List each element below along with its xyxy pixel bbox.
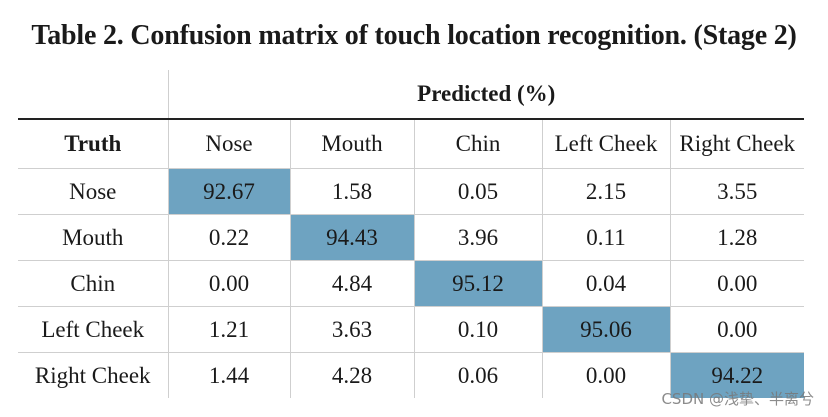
cell: 0.05: [413, 168, 543, 215]
cell: 0.00: [541, 352, 671, 398]
empty-corner-cell: [18, 70, 169, 120]
cell: 3.96: [413, 214, 543, 261]
cell: 3.55: [669, 168, 804, 215]
cell-diagonal: 95.12: [413, 260, 543, 307]
truth-header: Truth: [18, 118, 169, 169]
confusion-matrix-table: Predicted (%) Truth Nose Mouth Chin Left…: [18, 70, 804, 398]
cell: 0.00: [167, 260, 291, 307]
row-label: Mouth: [18, 214, 169, 261]
table-row: Chin 0.00 4.84 95.12 0.04 0.00: [18, 260, 804, 307]
cell: 3.63: [289, 306, 415, 353]
cell: 2.15: [541, 168, 671, 215]
row-label: Left Cheek: [18, 306, 169, 353]
row-label: Right Cheek: [18, 352, 169, 398]
cell-diagonal: 95.06: [541, 306, 671, 353]
table-row: Left Cheek 1.21 3.63 0.10 95.06 0.00: [18, 306, 804, 353]
table-row: Mouth 0.22 94.43 3.96 0.11 1.28: [18, 214, 804, 261]
cell-diagonal: 94.43: [289, 214, 415, 261]
column-header-right-cheek: Right Cheek: [669, 118, 804, 169]
cell-diagonal: 92.67: [167, 168, 291, 215]
column-header-row: Truth Nose Mouth Chin Left Cheek Right C…: [18, 118, 804, 169]
table-row: Right Cheek 1.44 4.28 0.06 0.00 94.22: [18, 352, 804, 398]
predicted-header: Predicted (%): [167, 70, 804, 120]
cell: 0.11: [541, 214, 671, 261]
column-header-chin: Chin: [413, 118, 543, 169]
cell: 0.06: [413, 352, 543, 398]
column-header-mouth: Mouth: [289, 118, 415, 169]
cell: 1.58: [289, 168, 415, 215]
table-caption: Table 2. Confusion matrix of touch locat…: [31, 20, 797, 51]
cell: 0.10: [413, 306, 543, 353]
column-header-nose: Nose: [167, 118, 291, 169]
table-row: Nose 92.67 1.58 0.05 2.15 3.55: [18, 168, 804, 215]
cell: 1.28: [669, 214, 804, 261]
row-label: Chin: [18, 260, 169, 307]
cell: 4.28: [289, 352, 415, 398]
cell: 0.00: [669, 306, 804, 353]
cell: 0.22: [167, 214, 291, 261]
cell: 0.00: [669, 260, 804, 307]
row-label: Nose: [18, 168, 169, 215]
cell: 1.44: [167, 352, 291, 398]
cell: 1.21: [167, 306, 291, 353]
column-header-left-cheek: Left Cheek: [541, 118, 671, 169]
predicted-header-row: Predicted (%): [18, 70, 804, 120]
cell: 4.84: [289, 260, 415, 307]
cell: 0.04: [541, 260, 671, 307]
watermark-text: CSDN @浅挚、半离兮: [661, 390, 814, 408]
cell-diagonal: 94.22: [669, 352, 804, 398]
